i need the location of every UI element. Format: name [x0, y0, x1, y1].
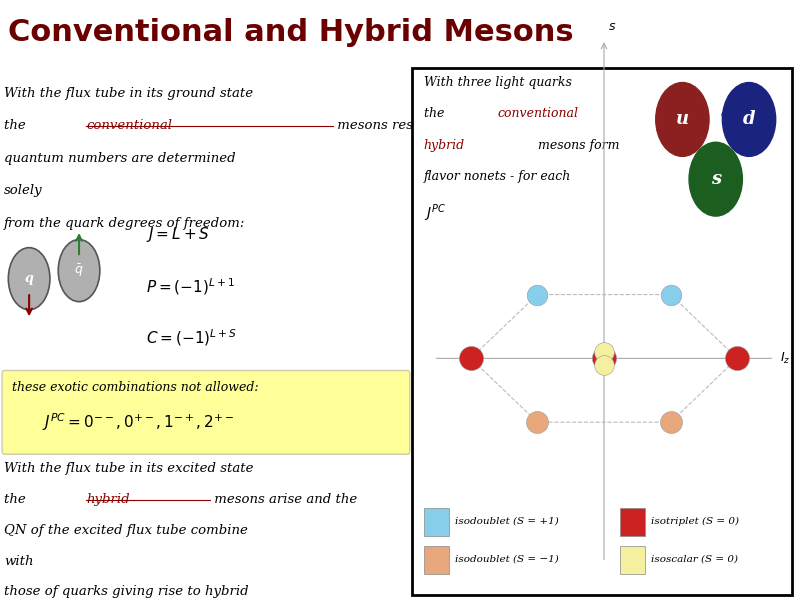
- Text: $J = L + S$: $J = L + S$: [146, 225, 210, 244]
- Text: the: the: [4, 493, 30, 506]
- Point: [598, 353, 610, 363]
- Text: d: d: [742, 110, 755, 128]
- FancyBboxPatch shape: [2, 370, 410, 454]
- Text: $J^{PC}$: $J^{PC}$: [424, 202, 446, 224]
- Text: With the flux tube in its ground state: With the flux tube in its ground state: [4, 87, 254, 100]
- Text: s: s: [710, 170, 721, 188]
- Text: the: the: [4, 119, 30, 133]
- Text: isoscalar (S = 0): isoscalar (S = 0): [651, 555, 738, 564]
- Text: With three light quarks: With three light quarks: [424, 76, 571, 89]
- Point: [531, 290, 544, 299]
- FancyBboxPatch shape: [424, 508, 449, 536]
- Text: and: and: [718, 107, 745, 121]
- Circle shape: [656, 83, 709, 157]
- Text: hybrid: hybrid: [424, 139, 465, 152]
- Point: [664, 290, 677, 299]
- Text: conventional: conventional: [86, 119, 172, 133]
- FancyBboxPatch shape: [412, 68, 792, 595]
- Text: $I_z$: $I_z$: [780, 351, 790, 366]
- FancyBboxPatch shape: [620, 546, 645, 574]
- Text: u: u: [676, 110, 689, 128]
- Ellipse shape: [8, 248, 50, 310]
- Ellipse shape: [58, 239, 100, 302]
- FancyBboxPatch shape: [424, 546, 449, 574]
- Text: solely: solely: [4, 184, 42, 197]
- Circle shape: [722, 83, 776, 157]
- Point: [731, 353, 744, 363]
- Text: $C = (-1)^{L+S}$: $C = (-1)^{L+S}$: [146, 328, 237, 348]
- Circle shape: [689, 142, 742, 216]
- Text: q: q: [25, 272, 34, 285]
- Point: [664, 418, 677, 427]
- Point: [464, 353, 477, 363]
- Text: hybrid: hybrid: [86, 493, 130, 506]
- Text: these exotic combinations not allowed:: these exotic combinations not allowed:: [13, 382, 259, 394]
- FancyBboxPatch shape: [620, 508, 645, 536]
- Point: [598, 360, 610, 370]
- Text: with: with: [4, 554, 34, 568]
- Text: With the flux tube in its excited state: With the flux tube in its excited state: [4, 462, 254, 475]
- Text: Conventional and Hybrid Mesons: Conventional and Hybrid Mesons: [8, 18, 574, 47]
- Text: those of quarks giving rise to hybrid: those of quarks giving rise to hybrid: [4, 586, 249, 598]
- Text: mesons form: mesons form: [534, 139, 619, 152]
- Text: $P = (-1)^{L+1}$: $P = (-1)^{L+1}$: [146, 276, 235, 296]
- Text: mesons arise and the: mesons arise and the: [210, 493, 357, 506]
- Text: isodoublet (S = +1): isodoublet (S = +1): [455, 517, 558, 526]
- Text: the: the: [424, 107, 448, 121]
- Text: conventional: conventional: [497, 107, 578, 121]
- Text: $\bar{q}$: $\bar{q}$: [74, 262, 84, 279]
- Text: $s$: $s$: [608, 20, 616, 33]
- Text: mesons result - their: mesons result - their: [333, 119, 477, 133]
- Text: quantum numbers are determined: quantum numbers are determined: [4, 152, 236, 165]
- Text: isotriplet (S = 0): isotriplet (S = 0): [651, 517, 739, 526]
- Text: flavor nonets - for each: flavor nonets - for each: [424, 170, 571, 184]
- Text: isodoublet (S = −1): isodoublet (S = −1): [455, 555, 558, 564]
- Text: from the quark degrees of freedom:: from the quark degrees of freedom:: [4, 217, 246, 230]
- Point: [531, 418, 544, 427]
- Text: $J^{PC} = 0^{--}, 0^{+-}, 1^{-+}, 2^{+-}$: $J^{PC} = 0^{--}, 0^{+-}, 1^{-+}, 2^{+-}…: [42, 411, 234, 433]
- Point: [598, 347, 610, 357]
- Text: QN of the excited flux tube combine: QN of the excited flux tube combine: [4, 524, 248, 537]
